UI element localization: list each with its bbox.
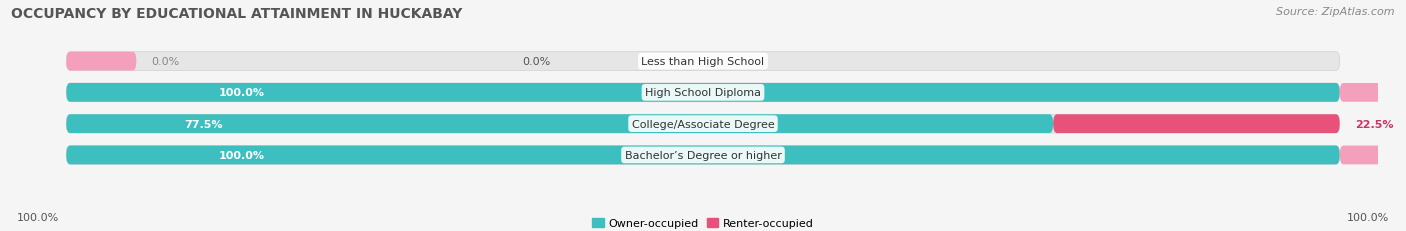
FancyBboxPatch shape (66, 52, 136, 71)
FancyBboxPatch shape (1053, 115, 1340, 134)
Text: 0.0%: 0.0% (152, 57, 180, 67)
Text: 0.0%: 0.0% (522, 57, 550, 67)
Text: 100.0%: 100.0% (219, 88, 266, 98)
Legend: Owner-occupied, Renter-occupied: Owner-occupied, Renter-occupied (588, 214, 818, 231)
Text: Bachelor’s Degree or higher: Bachelor’s Degree or higher (624, 150, 782, 160)
FancyBboxPatch shape (66, 115, 1053, 134)
Text: College/Associate Degree: College/Associate Degree (631, 119, 775, 129)
FancyBboxPatch shape (66, 146, 1340, 165)
FancyBboxPatch shape (66, 84, 1340, 102)
FancyBboxPatch shape (1340, 146, 1406, 165)
Text: Source: ZipAtlas.com: Source: ZipAtlas.com (1277, 7, 1395, 17)
FancyBboxPatch shape (1340, 84, 1406, 102)
Text: OCCUPANCY BY EDUCATIONAL ATTAINMENT IN HUCKABAY: OCCUPANCY BY EDUCATIONAL ATTAINMENT IN H… (11, 7, 463, 21)
Text: High School Diploma: High School Diploma (645, 88, 761, 98)
Text: 77.5%: 77.5% (184, 119, 224, 129)
FancyBboxPatch shape (66, 52, 1340, 71)
Text: 100.0%: 100.0% (219, 150, 266, 160)
FancyBboxPatch shape (66, 115, 1340, 134)
FancyBboxPatch shape (66, 84, 1340, 102)
Text: 100.0%: 100.0% (17, 212, 59, 222)
FancyBboxPatch shape (66, 146, 1340, 165)
Text: Less than High School: Less than High School (641, 57, 765, 67)
Text: 100.0%: 100.0% (1347, 212, 1389, 222)
Text: 22.5%: 22.5% (1355, 119, 1393, 129)
